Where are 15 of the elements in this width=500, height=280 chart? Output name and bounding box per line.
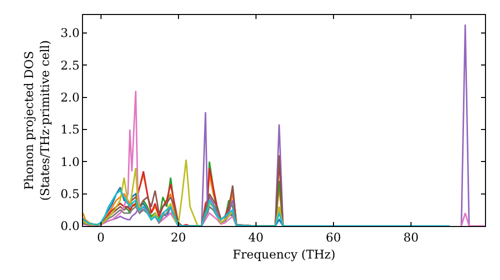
y-tick-label: 0.0	[60, 219, 80, 234]
y-tick-label: 2.0	[60, 90, 80, 105]
y-tick-label: 3.0	[60, 26, 80, 40]
x-tick-label: 20	[170, 230, 186, 244]
y-tick-label: 0.5	[60, 187, 80, 202]
x-tick-label: 60	[326, 230, 342, 244]
x-tick-label: 80	[403, 230, 419, 244]
y-axis-title: Phonon projected DOS (States/THz·primitive cell)	[22, 40, 52, 201]
x-tick-label: 40	[248, 230, 264, 244]
x-tick-label: 0	[97, 230, 105, 244]
y-tick-label: 2.5	[60, 58, 80, 72]
x-axis-title: Frequency (THz)	[232, 247, 336, 262]
y-tick-label: 1.5	[60, 122, 80, 137]
line-series	[83, 190, 450, 226]
y-tick-label: 1.0	[60, 154, 80, 169]
